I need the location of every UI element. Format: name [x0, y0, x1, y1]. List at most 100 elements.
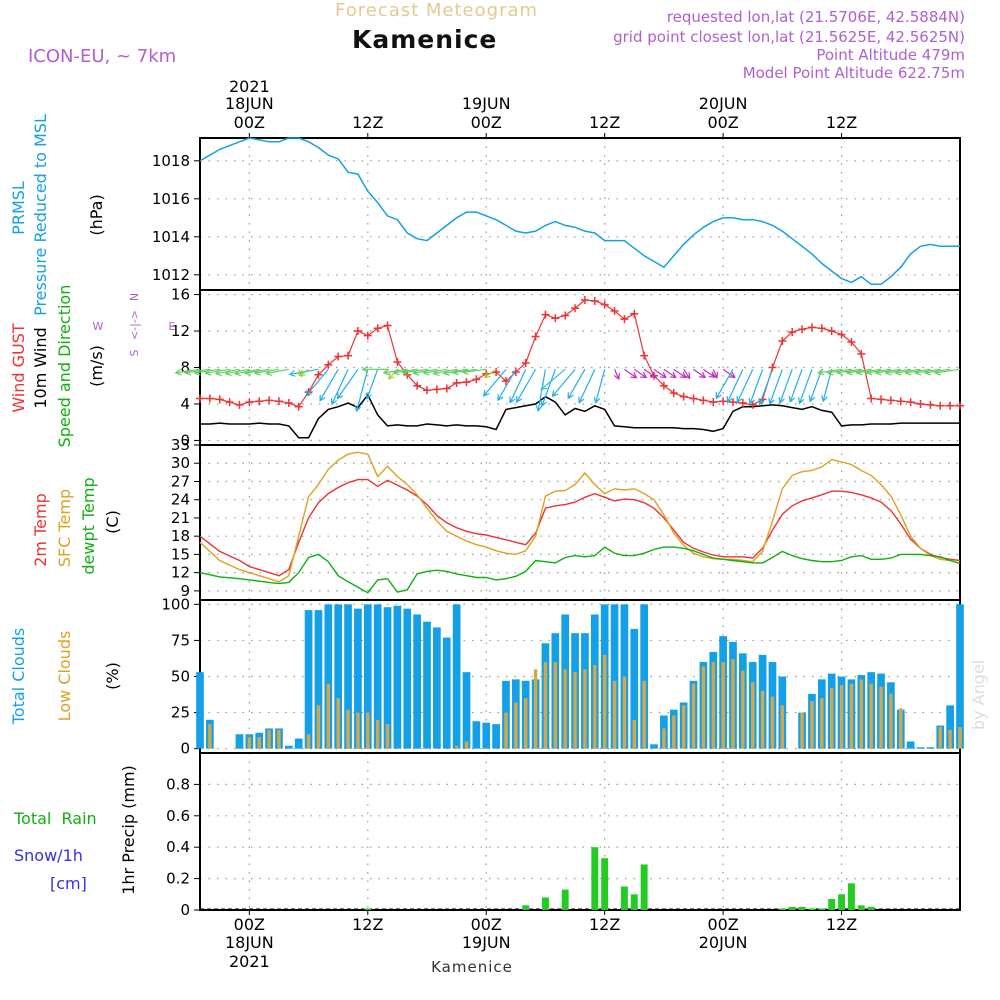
bottom-hour-label: 00Z: [234, 915, 265, 934]
watermark: by Angel: [969, 660, 988, 730]
rain-bar: [522, 905, 530, 910]
low-cloud-bar: [316, 705, 321, 749]
wind-arrow-head: [821, 395, 828, 403]
wind-arrow-head: [711, 371, 719, 379]
precip-labels: Total Rain Snow/1h [cm] 1hr Precip (mm): [13, 765, 138, 895]
wind-arrow-head: [684, 372, 691, 380]
precip-label-cm: [cm]: [50, 874, 87, 893]
wind-arrow-head: [808, 395, 816, 403]
wind-arrow-head: [894, 368, 902, 376]
wind-arrow-head: [265, 369, 273, 376]
temp-unit: (C): [103, 510, 122, 534]
gust-marker: [442, 384, 451, 393]
top-hour-label: 00Z: [707, 113, 738, 132]
wind-arrow: [433, 368, 457, 375]
gust-marker: [778, 337, 787, 346]
gust-marker: [373, 324, 382, 333]
tick-label: 33: [171, 436, 190, 454]
model-label: ICON-EU, ~ 7km: [28, 46, 176, 67]
wind-arrow-head: [412, 368, 420, 376]
low-cloud-bar: [504, 712, 508, 749]
pressure-unit: (hPa): [87, 194, 106, 235]
gust-marker: [926, 400, 935, 409]
temp-dewpt-line: [199, 546, 961, 594]
wind-arrow-head: [726, 396, 733, 404]
total-cloud-bar: [926, 747, 935, 749]
wind-label-10m: 10m Wind: [31, 327, 50, 408]
gust-marker: [255, 397, 264, 406]
wind-arrow: [633, 368, 647, 379]
tick-label: 1018: [152, 152, 190, 170]
bottom-date-label: 18JUN: [225, 933, 274, 952]
footer-station: Kamenice: [431, 958, 513, 976]
total-cloud-bar: [324, 604, 333, 749]
bottom-hour-label: 12Z: [352, 915, 383, 934]
wind-arrow: [254, 368, 280, 374]
wind-arrow-head: [442, 369, 450, 376]
wind-arrow: [595, 369, 606, 403]
rain-bar: [630, 894, 638, 910]
wind-arrow: [356, 369, 369, 412]
gust-marker: [659, 381, 668, 390]
tick-label: 8: [180, 359, 190, 377]
total-cloud-bar: [916, 747, 925, 749]
low-cloud-bar: [829, 688, 834, 749]
low-cloud-bar: [662, 728, 666, 749]
total-cloud-bar: [462, 672, 471, 749]
wind-arrow-head: [659, 371, 667, 379]
gust-marker: [600, 300, 609, 309]
point-altitude: Point Altitude 479m: [816, 46, 965, 64]
top-date-label: 19JUN: [462, 94, 511, 113]
rain-bar: [798, 906, 806, 910]
tick-label: 12: [171, 564, 190, 582]
temp-label-dewpt: dewpt Temp: [79, 477, 98, 574]
pressure-line: [199, 137, 960, 286]
gust-marker: [452, 379, 461, 387]
tick-label: 21: [171, 509, 190, 527]
wind-arrow-head: [392, 368, 400, 376]
gust-marker: [719, 397, 728, 406]
wind-arrow-head: [305, 389, 312, 397]
wind-arrow-head: [904, 368, 912, 376]
wind-arrow: [624, 368, 637, 379]
bottom-year: 2021: [229, 952, 270, 971]
wind-arrow: [552, 368, 576, 397]
total-cloud-bar: [452, 604, 461, 749]
top-year: 2021: [229, 77, 270, 96]
wind-arrow-head: [551, 390, 559, 398]
low-cloud-bar: [277, 729, 281, 749]
wind-arrow: [484, 368, 497, 378]
pressure-label-2: Pressure Reduced to MSL: [31, 114, 50, 316]
wind-arrow-head: [768, 397, 775, 406]
wind-arrow: [331, 369, 349, 405]
total-cloud-bar: [630, 628, 639, 749]
wind-arrow-head: [422, 368, 430, 376]
wind-arrow-head: [758, 398, 765, 406]
precip-panel: 0 0.2 0.4 0.6 0.8: [166, 752, 961, 919]
total-cloud-bar: [344, 604, 352, 749]
rain-bar: [867, 906, 875, 910]
total-cloud-bar: [906, 741, 915, 749]
low-cloud-bar: [711, 662, 715, 749]
low-cloud-bar: [800, 712, 804, 749]
tick-label: 4: [180, 395, 190, 413]
wind-arrow: [653, 368, 667, 379]
wind-arrow: [578, 369, 596, 403]
gust-marker: [946, 401, 955, 410]
wind-arrow: [769, 369, 783, 405]
wind-arrow-head: [924, 368, 932, 376]
wind-arrow-head: [382, 368, 390, 376]
gust-marker: [344, 351, 353, 360]
rain-bar: [828, 899, 836, 910]
wind-labels: Wind GUST 10m Wind Speed and Direction (…: [9, 285, 176, 448]
gust-marker: [906, 398, 915, 407]
gust-marker: [857, 349, 866, 358]
chart-subtitle: Forecast Meteogram: [335, 0, 538, 21]
low-cloud-bar: [770, 696, 775, 749]
compass-n: N: [128, 293, 141, 301]
wind-arrow-head: [432, 369, 440, 377]
wind-arrow: [693, 368, 706, 378]
gust-marker: [561, 311, 570, 320]
wind-arrow: [712, 369, 718, 379]
station-title: Kamenice: [352, 25, 497, 54]
